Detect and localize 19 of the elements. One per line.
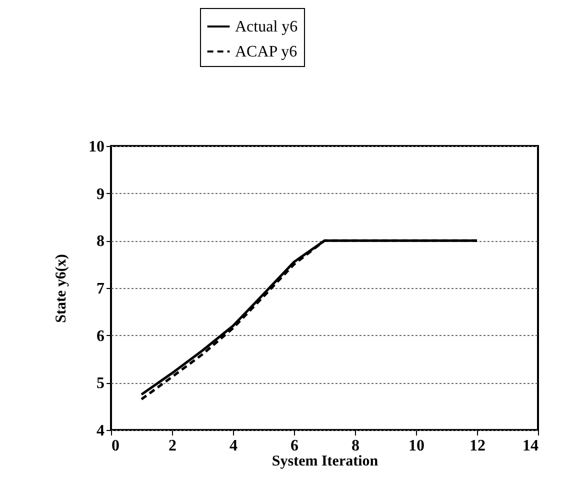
y-tick-label: 6 (96, 328, 104, 345)
y-tick-label: 8 (96, 233, 104, 250)
x-tick-label: 8 (352, 438, 360, 454)
x-tick-label: 2 (168, 438, 176, 454)
y-tick-label: 7 (96, 280, 104, 298)
x-tick-label: 14 (522, 438, 538, 454)
x-tick-label: 6 (290, 438, 298, 454)
x-axis-title: System Iteration (272, 454, 379, 470)
x-tick-label: 4 (230, 438, 238, 454)
y-tick-label: 9 (96, 186, 104, 203)
y-tick-label: 10 (88, 138, 104, 156)
x-tick-label: 12 (470, 438, 486, 454)
y-axis-title: State y6(x) (54, 254, 70, 323)
legend-label: Actual y6 (235, 18, 298, 36)
y-tick-label: 4 (96, 422, 104, 440)
legend-label: ACAP y6 (235, 44, 298, 60)
x-tick-label: 10 (408, 438, 424, 454)
y-tick-label: 5 (96, 375, 104, 392)
x-tick-label: 0 (112, 438, 120, 454)
